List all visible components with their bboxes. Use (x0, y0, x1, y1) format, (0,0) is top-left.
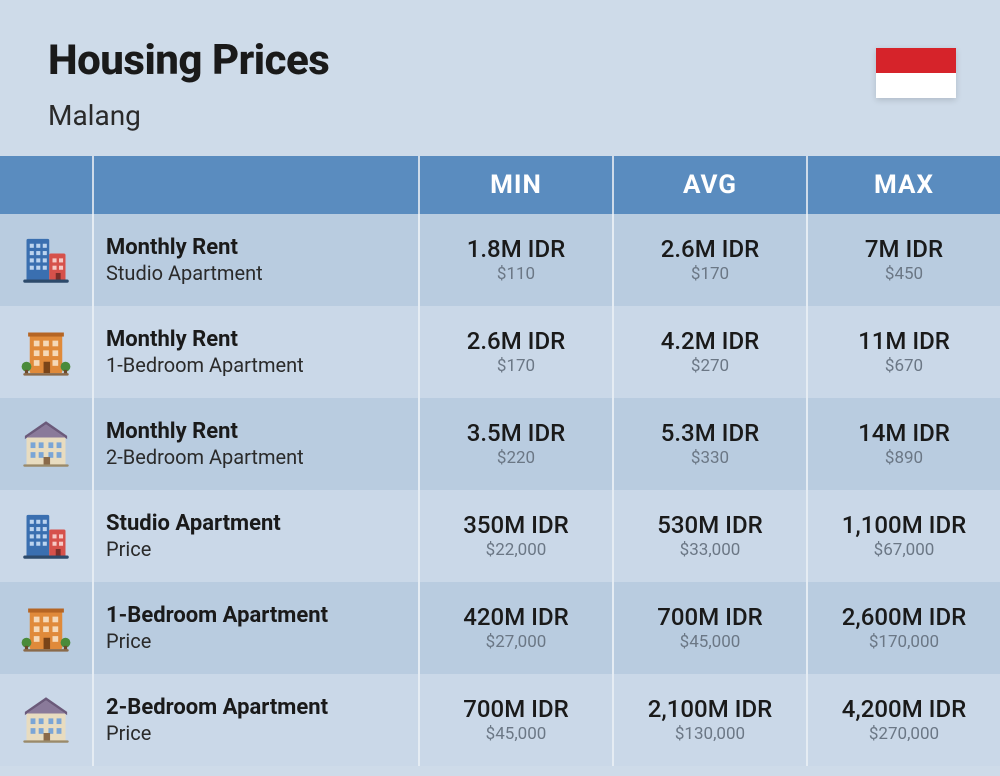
value-main: 700M IDR (463, 695, 568, 724)
value-sub: $67,000 (874, 539, 935, 561)
th-min: MIN (418, 156, 612, 214)
cell-max: 11M IDR$670 (806, 306, 1000, 398)
cell-min: 700M IDR$45,000 (418, 674, 612, 766)
value-sub: $270 (691, 355, 729, 377)
cell-min: 2.6M IDR$170 (418, 306, 612, 398)
th-label (92, 156, 418, 214)
value-sub: $670 (885, 355, 923, 377)
row-subtitle: Studio Apartment (106, 261, 418, 286)
table-row: Monthly Rent1-Bedroom Apartment2.6M IDR$… (0, 306, 1000, 398)
value-sub: $45,000 (680, 631, 741, 653)
value-sub: $33,000 (680, 539, 741, 561)
value-main: 4.2M IDR (661, 327, 759, 356)
row-title: Studio Apartment (106, 510, 418, 538)
building-tall-icon (0, 214, 92, 306)
value-main: 420M IDR (463, 603, 568, 632)
building-orange-icon (0, 582, 92, 674)
value-sub: $170,000 (869, 631, 939, 653)
value-sub: $27,000 (486, 631, 547, 653)
value-main: 4,200M IDR (842, 695, 966, 724)
building-orange-icon (0, 306, 92, 398)
cell-avg: 2.6M IDR$170 (612, 214, 806, 306)
row-label: Studio ApartmentPrice (92, 490, 418, 582)
row-subtitle: Price (106, 721, 418, 746)
row-subtitle: 2-Bedroom Apartment (106, 445, 418, 470)
page-title: Housing Prices (48, 36, 952, 85)
cell-min: 420M IDR$27,000 (418, 582, 612, 674)
row-title: Monthly Rent (106, 326, 418, 354)
value-sub: $220 (497, 447, 535, 469)
value-main: 350M IDR (463, 511, 568, 540)
table-row: 2-Bedroom ApartmentPrice700M IDR$45,0002… (0, 674, 1000, 766)
value-sub: $170 (497, 355, 535, 377)
value-main: 2.6M IDR (661, 235, 759, 264)
value-main: 7M IDR (865, 235, 943, 264)
header: Housing Prices Malang (0, 0, 1000, 156)
value-main: 700M IDR (657, 603, 762, 632)
value-sub: $890 (885, 447, 923, 469)
row-subtitle: Price (106, 629, 418, 654)
table-header: MIN AVG MAX (0, 156, 1000, 214)
row-subtitle: Price (106, 537, 418, 562)
cell-max: 4,200M IDR$270,000 (806, 674, 1000, 766)
value-main: 1.8M IDR (467, 235, 565, 264)
cell-max: 1,100M IDR$67,000 (806, 490, 1000, 582)
th-avg: AVG (612, 156, 806, 214)
cell-max: 14M IDR$890 (806, 398, 1000, 490)
row-label: Monthly Rent2-Bedroom Apartment (92, 398, 418, 490)
value-main: 11M IDR (858, 327, 950, 356)
cell-avg: 5.3M IDR$330 (612, 398, 806, 490)
building-tall-icon (0, 490, 92, 582)
price-table: MIN AVG MAX Monthly RentStudio Apartment… (0, 156, 1000, 766)
cell-avg: 4.2M IDR$270 (612, 306, 806, 398)
row-title: 1-Bedroom Apartment (106, 602, 418, 630)
th-max: MAX (806, 156, 1000, 214)
row-title: Monthly Rent (106, 234, 418, 262)
row-label: 1-Bedroom ApartmentPrice (92, 582, 418, 674)
value-main: 2.6M IDR (467, 327, 565, 356)
value-main: 530M IDR (657, 511, 762, 540)
row-title: Monthly Rent (106, 418, 418, 446)
cell-max: 7M IDR$450 (806, 214, 1000, 306)
row-label: 2-Bedroom ApartmentPrice (92, 674, 418, 766)
table-row: 1-Bedroom ApartmentPrice420M IDR$27,0007… (0, 582, 1000, 674)
value-sub: $450 (885, 263, 923, 285)
row-title: 2-Bedroom Apartment (106, 694, 418, 722)
flag-icon (876, 48, 956, 98)
value-main: 14M IDR (858, 419, 950, 448)
value-sub: $330 (691, 447, 729, 469)
value-main: 3.5M IDR (467, 419, 565, 448)
value-sub: $22,000 (486, 539, 547, 561)
cell-avg: 2,100M IDR$130,000 (612, 674, 806, 766)
value-sub: $45,000 (486, 723, 547, 745)
table-row: Monthly RentStudio Apartment1.8M IDR$110… (0, 214, 1000, 306)
value-sub: $270,000 (869, 723, 939, 745)
value-main: 5.3M IDR (661, 419, 759, 448)
cell-max: 2,600M IDR$170,000 (806, 582, 1000, 674)
page-subtitle: Malang (48, 99, 952, 132)
row-label: Monthly Rent1-Bedroom Apartment (92, 306, 418, 398)
row-subtitle: 1-Bedroom Apartment (106, 353, 418, 378)
value-sub: $110 (497, 263, 535, 285)
th-icon (0, 156, 92, 214)
value-main: 2,600M IDR (842, 603, 966, 632)
value-main: 2,100M IDR (648, 695, 772, 724)
cell-min: 1.8M IDR$110 (418, 214, 612, 306)
cell-avg: 700M IDR$45,000 (612, 582, 806, 674)
row-label: Monthly RentStudio Apartment (92, 214, 418, 306)
table-row: Studio ApartmentPrice350M IDR$22,000530M… (0, 490, 1000, 582)
value-sub: $130,000 (675, 723, 745, 745)
cell-avg: 530M IDR$33,000 (612, 490, 806, 582)
building-house-icon (0, 398, 92, 490)
cell-min: 3.5M IDR$220 (418, 398, 612, 490)
table-row: Monthly Rent2-Bedroom Apartment3.5M IDR$… (0, 398, 1000, 490)
cell-min: 350M IDR$22,000 (418, 490, 612, 582)
value-main: 1,100M IDR (842, 511, 966, 540)
building-house-icon (0, 674, 92, 766)
value-sub: $170 (691, 263, 729, 285)
